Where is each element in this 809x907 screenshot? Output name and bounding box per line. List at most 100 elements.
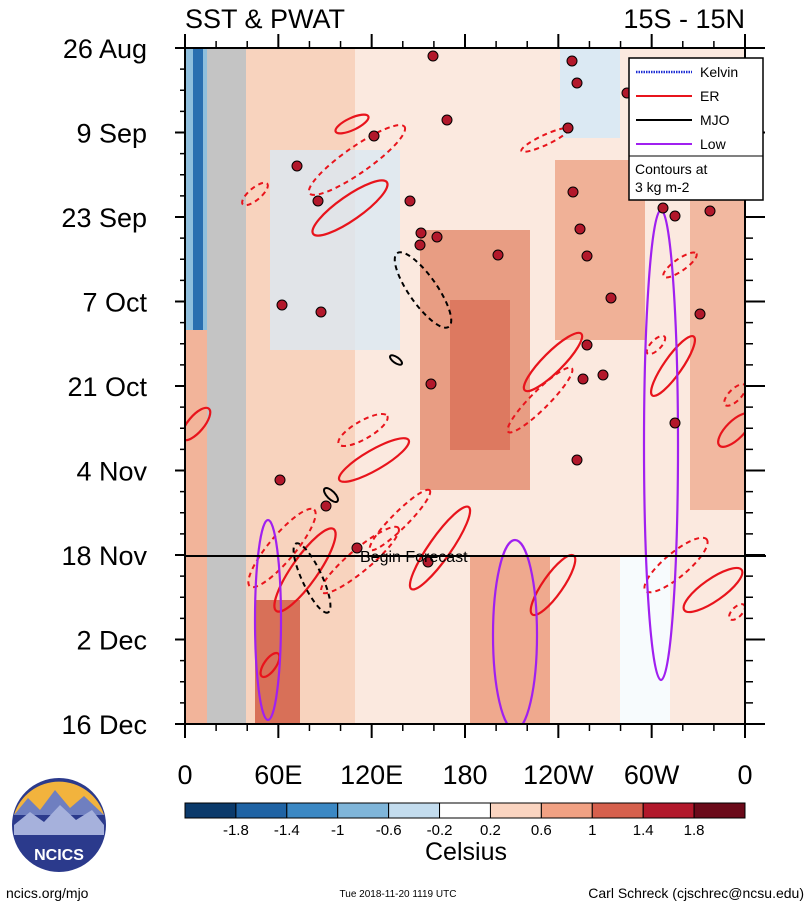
tropical-cyclone-markers [274, 50, 716, 568]
colorbar-swatch [540, 802, 593, 819]
legend-low-label: Low [700, 136, 727, 152]
cyclone-marker [597, 369, 609, 381]
chart-title: SST & PWAT [185, 4, 345, 34]
y-tick-label: 21 Oct [67, 372, 147, 402]
y-tick-label: 4 Nov [76, 457, 147, 487]
er-dashed-contour [645, 334, 667, 356]
warm-patch-central [450, 300, 510, 450]
cyclone-marker [276, 299, 288, 311]
cyclone-marker [704, 205, 716, 217]
colorbar-tick-label: 1.4 [633, 822, 654, 839]
er-dashed-contour [337, 412, 389, 448]
legend-note-line2: 3 kg m-2 [635, 179, 690, 195]
cyclone-marker [312, 195, 324, 207]
cyclone-marker [562, 122, 574, 134]
logo-text: NCICS [34, 847, 84, 864]
y-tick-label: 7 Oct [82, 288, 147, 318]
colorbar-label: Celsius [425, 838, 507, 866]
cyclone-marker [320, 500, 332, 512]
cyclone-marker [605, 292, 617, 304]
cyclone-marker [657, 202, 669, 214]
er-dashed-contour [506, 366, 574, 434]
x-tick-label: 0 [177, 760, 192, 790]
colorbar-swatch [693, 802, 746, 819]
colorbar-swatch [489, 802, 542, 819]
begin-forecast-label: Begin Forecast [360, 549, 468, 566]
cyclone-marker [404, 195, 416, 207]
cyclone-marker [567, 186, 579, 198]
cyclone-marker [571, 454, 583, 466]
cool-streak [193, 48, 203, 338]
colorbar-swatch [235, 802, 288, 819]
mjo-dashed-contour [292, 542, 332, 614]
er-contour [334, 113, 370, 135]
cyclone-marker [351, 542, 363, 554]
warm-patch-far-east [690, 160, 745, 510]
colorbar-swatch [388, 802, 441, 819]
x-tick-label: 120E [340, 760, 403, 790]
chart-latitude-range: 15S - 15N [623, 4, 745, 34]
colorbar-swatch [642, 802, 695, 819]
colorbar-swatch [286, 802, 339, 819]
mjo-contours [292, 251, 453, 614]
y-tick-label: 16 Dec [61, 710, 147, 740]
legend-box [628, 57, 764, 201]
cyclone-marker [431, 231, 443, 243]
cyclone-marker [694, 308, 706, 320]
x-tick-label: 120W [523, 760, 594, 790]
mjo-dashed-contour [393, 251, 453, 329]
er-dashed-contour [241, 181, 269, 207]
cyclone-marker [425, 378, 437, 390]
y-tick-label: 18 Nov [61, 541, 147, 571]
ncics-logo: NCICS [12, 778, 106, 872]
x-tick-label: 60E [254, 760, 302, 790]
er-dashed-contour [307, 124, 407, 196]
cyclone-marker [571, 77, 583, 89]
colorbar-tick-label: 0.2 [480, 822, 501, 839]
cyclone-marker [291, 160, 303, 172]
colorbar-tick-label: -0.6 [376, 822, 402, 839]
x-tick-label: 0 [737, 760, 752, 790]
colorbar-swatch [591, 802, 644, 819]
footer-author: Carl Schreck (cjschrec@ncsu.edu) [588, 885, 804, 901]
x-axis: 0 60E 120E 180 120W 60W 0 [177, 34, 753, 790]
er-contour [273, 527, 337, 613]
cyclone-marker [669, 210, 681, 222]
forecast-cool-east [620, 555, 670, 724]
er-contours [185, 113, 745, 679]
y-axis: 26 Aug 9 Sep 23 Sep 7 Oct 21 Oct 4 Nov 18 Nov 2… [61, 34, 765, 740]
warm-west-lower [185, 330, 207, 724]
er-contour [682, 566, 744, 614]
y-tick-label: 26 Aug [63, 34, 147, 64]
cyclone-marker [274, 474, 286, 486]
cyclone-marker [315, 306, 327, 318]
colorbar-swatch [439, 802, 491, 819]
cyclone-marker [368, 130, 380, 142]
cyclone-marker [441, 114, 453, 126]
er-dashed-contour [247, 507, 317, 589]
er-contour [717, 412, 745, 448]
legend-note-line1: Contours at [635, 161, 707, 177]
er-dashed-contour [643, 536, 709, 594]
cyclone-marker [577, 373, 589, 385]
er-contour [259, 651, 281, 679]
colorbar-swatch [337, 802, 390, 819]
mjo-contour [323, 487, 339, 503]
colorbar-tick-label: 1 [588, 822, 596, 839]
er-contour [522, 331, 584, 393]
mjo-contour [389, 354, 403, 366]
cool-band-east [270, 150, 400, 350]
x-tick-label: 60W [624, 760, 680, 790]
colorbar-tick-label: 1.8 [684, 822, 705, 839]
footer-website: ncics.org/mjo [6, 885, 89, 901]
cyclone-marker [492, 249, 504, 261]
er-contour [649, 334, 697, 398]
legend-er-label: ER [700, 88, 719, 104]
colorbar-tick-label: -0.2 [427, 822, 453, 839]
cyclone-marker [581, 250, 593, 262]
colorbar-tick-label: -1.8 [223, 822, 249, 839]
er-dashed-contour [320, 525, 400, 595]
y-tick-label: 9 Sep [76, 119, 147, 149]
cyclone-marker [566, 55, 578, 67]
